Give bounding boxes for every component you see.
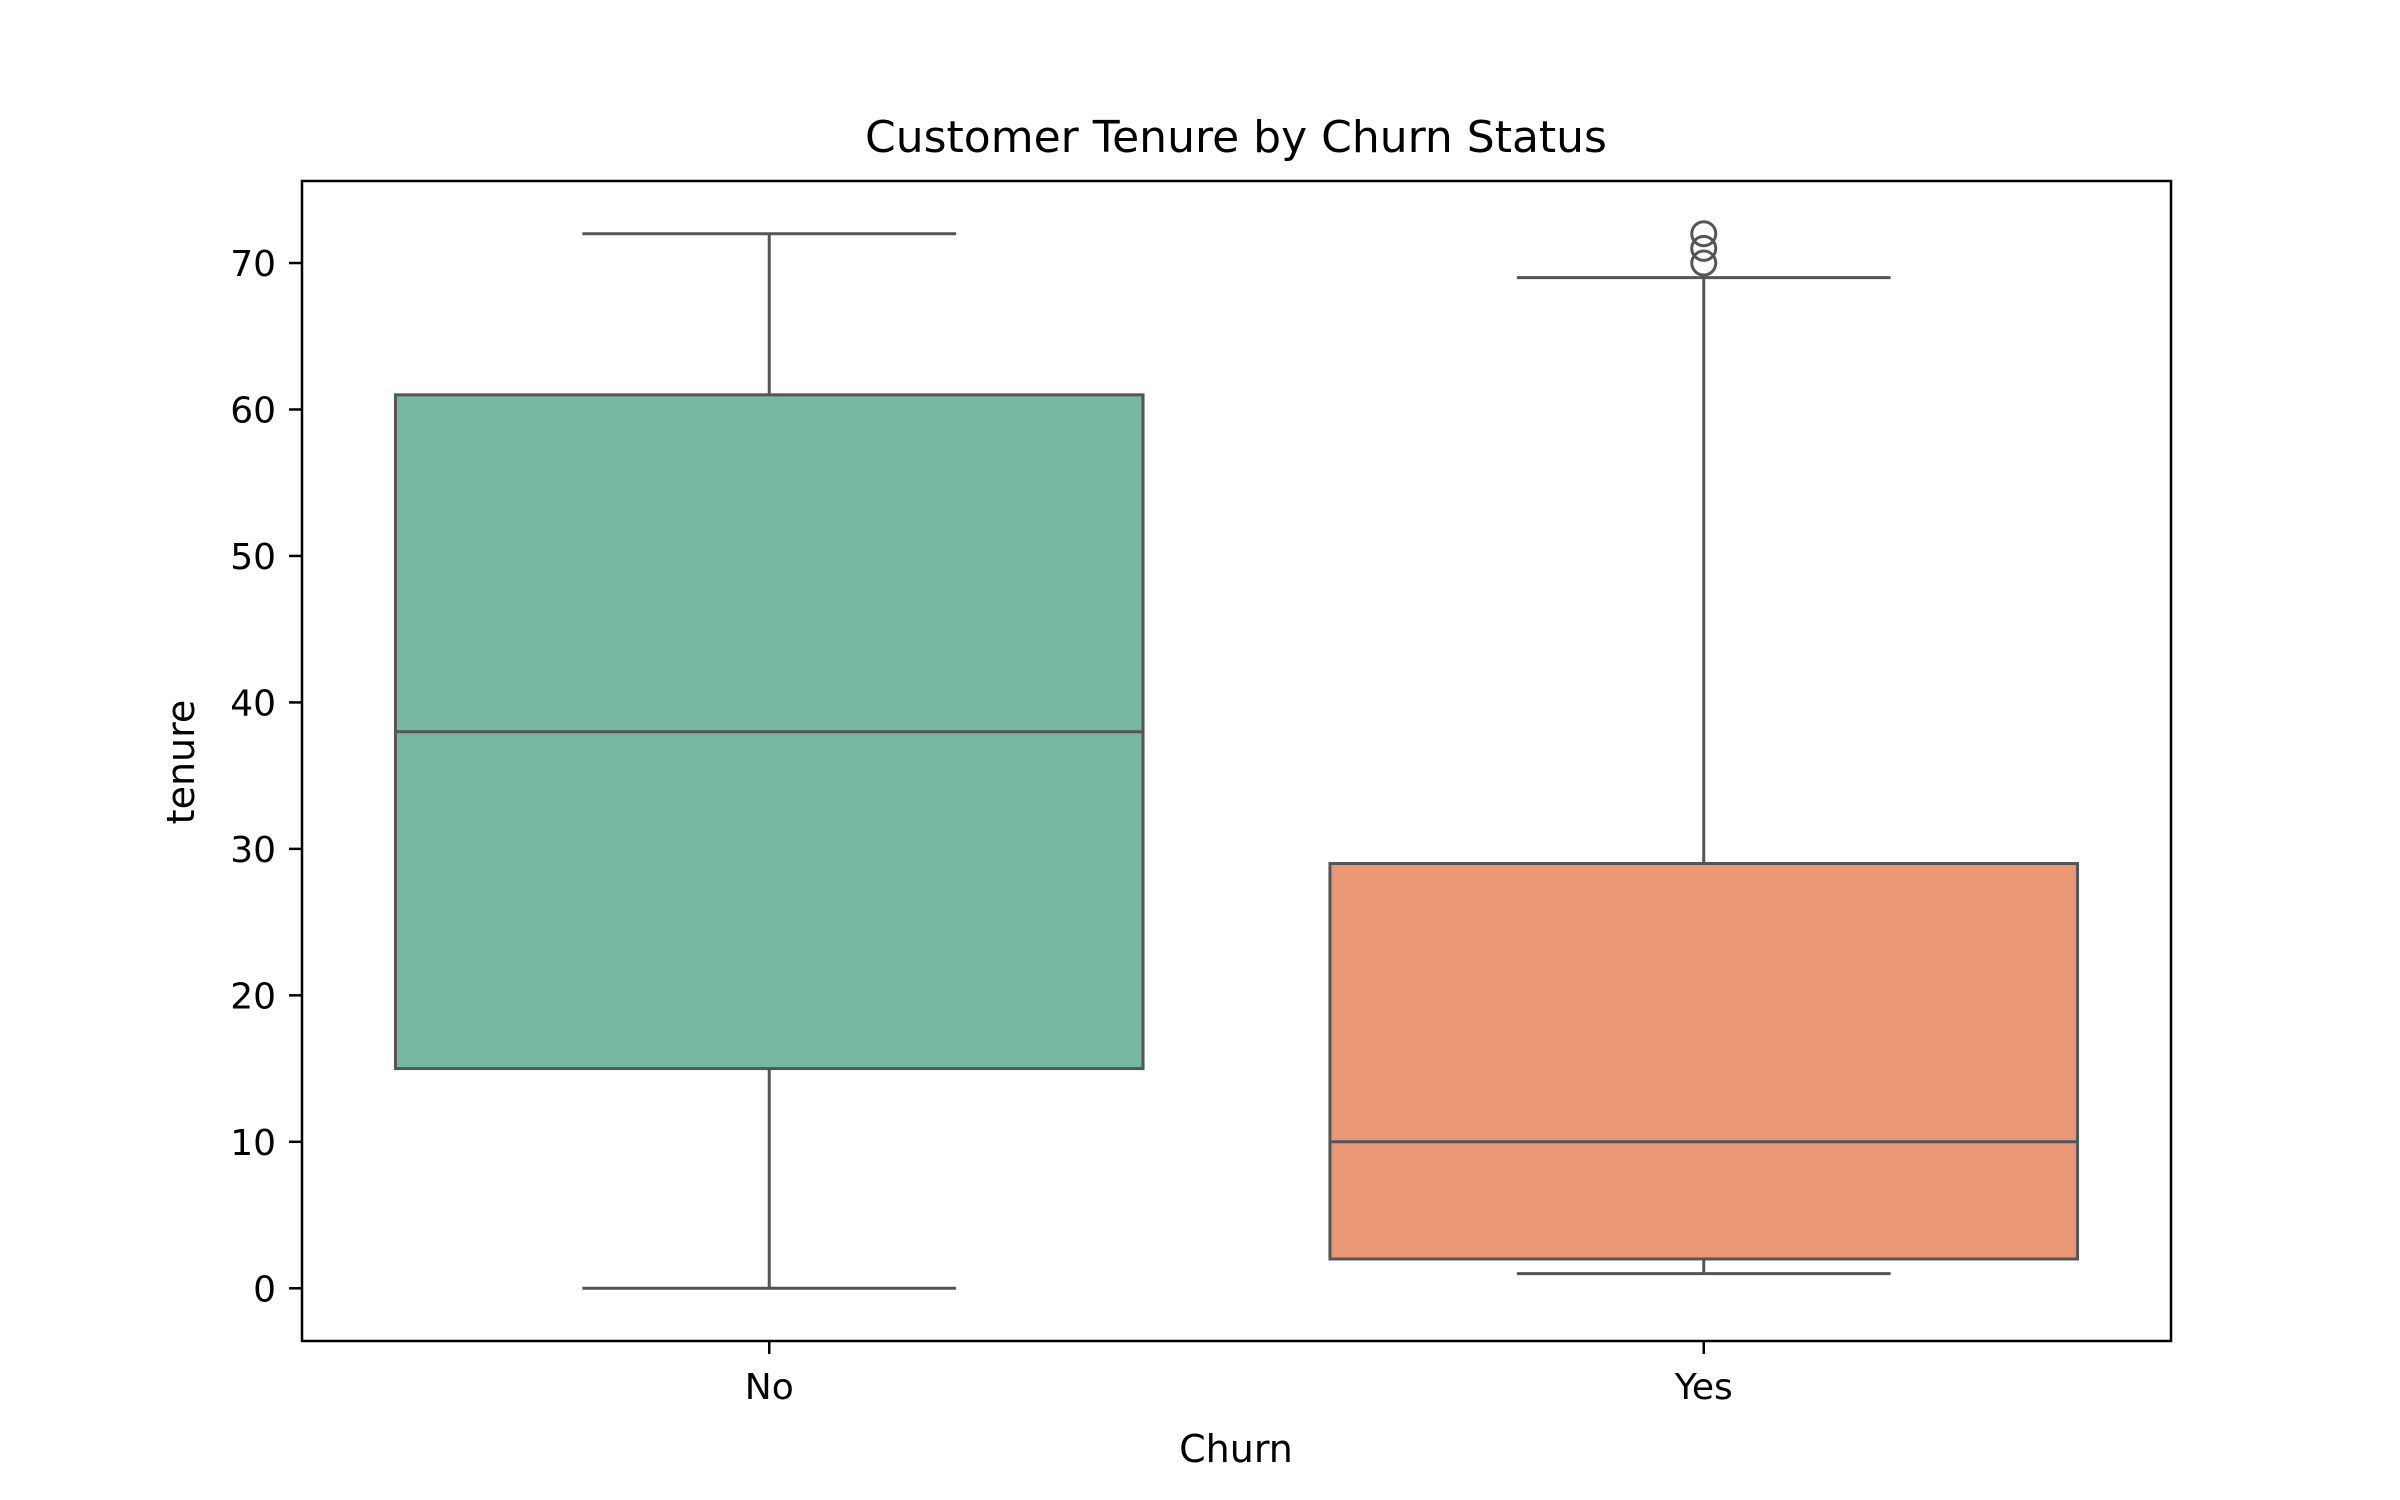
y-tick-label: 0 (253, 1269, 276, 1310)
y-axis-label: tenure (159, 700, 203, 825)
y-tick-label: 60 (230, 390, 276, 431)
box-group-no (393, 232, 1145, 1290)
y-tick-label: 40 (230, 683, 276, 724)
outlier-point-yes (1690, 220, 1718, 248)
boxes-layer (393, 220, 2080, 1290)
y-tick-label: 30 (230, 830, 276, 871)
y-tick-label: 50 (230, 537, 276, 578)
outlier-point-yes (1690, 234, 1718, 262)
box-group-yes (1328, 220, 2080, 1276)
x-tick-label: Yes (1674, 1367, 1733, 1408)
y-tick-label: 10 (230, 1123, 276, 1164)
chart-title: Customer Tenure by Churn Status (865, 112, 1607, 163)
x-tick-label: No (745, 1367, 794, 1408)
ticks-layer: 0 10 20 30 40 50 60 70 No Yes (230, 244, 1733, 1408)
y-tick-label: 20 (230, 976, 276, 1017)
plot-area-frame (300, 179, 2173, 1343)
box-yes (1328, 862, 2080, 1261)
outlier-point-yes (1690, 249, 1718, 277)
x-axis-label: Churn (1179, 1427, 1293, 1471)
y-tick-label: 70 (230, 244, 276, 285)
